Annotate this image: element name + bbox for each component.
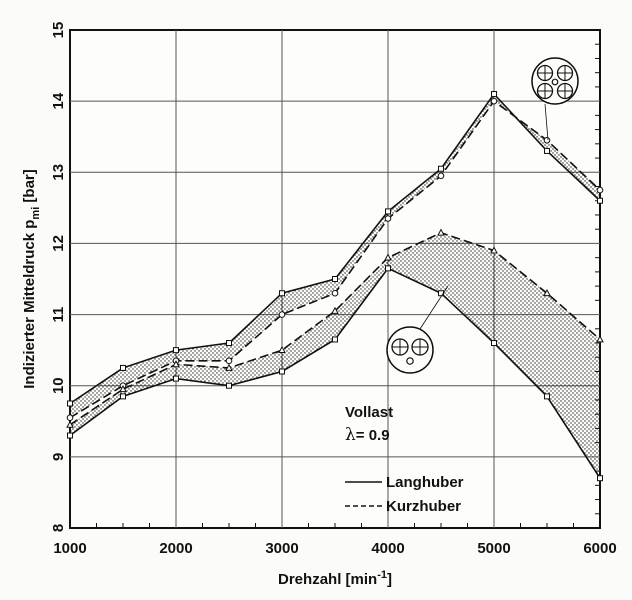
data-point [279,368,285,375]
data-point [225,363,233,371]
series [66,91,604,482]
annotation-vollast: Vollast [345,404,393,421]
data-point [173,347,179,354]
data-point [437,228,445,236]
y-tick-label: 11 [50,307,67,323]
data-point [385,208,391,215]
data-point [225,357,233,365]
data-point [597,197,603,204]
data-point [438,290,444,297]
legend-label-kurzhuber: Kurzhuber [386,498,461,515]
data-point [172,360,180,368]
data-point [67,400,73,407]
x-tick-label: 2000 [159,540,192,557]
four-valve-icon [531,57,579,141]
x-axis-label: Drehzahl [min-1] [278,569,392,588]
data-point [596,186,604,194]
data-point [331,289,339,297]
legend: Langhuber Kurzhuber [345,474,464,515]
band-two-valve [70,232,600,479]
data-point [278,345,286,354]
data-point [119,385,127,393]
y-tick-label: 13 [50,164,67,181]
data-point [385,265,391,272]
data-point [66,420,74,428]
data-point [491,91,497,98]
legend-label-langhuber: Langhuber [386,474,464,491]
y-tick-label: 14 [50,92,67,109]
series-line-two-valve-upper [69,231,601,426]
y-tick-label: 9 [50,453,67,461]
data-point [597,475,603,482]
data-point [67,432,73,439]
data-point [332,276,338,282]
x-tick-label: 5000 [477,540,510,557]
data-point [278,311,286,318]
y-tick-label: 8 [50,524,67,532]
data-point [226,382,232,389]
data-point [332,336,338,343]
x-tick-label: 4000 [371,540,404,557]
x-tick-label: 6000 [583,540,616,557]
y-axis-label: Indizierter Mitteldruck pmi [bar] [21,169,42,389]
data-point [544,393,550,400]
y-tick-label: 12 [50,235,67,252]
data-point [543,288,551,297]
data-point [543,136,551,144]
two-valve-icon [386,285,449,374]
data-point [596,335,604,343]
data-point [490,246,498,254]
data-point [384,253,392,261]
data-point [331,306,339,314]
data-point [173,375,179,382]
data-point [490,97,498,105]
x-tick-label: 1000 [53,540,86,557]
data-point [438,165,444,172]
y-tick-label: 15 [50,22,67,39]
data-point [491,340,497,347]
annotation-lambda: λ= 0.9 [345,425,390,445]
data-point [544,147,550,154]
data-point [120,364,126,371]
data-point [66,414,74,422]
data-point [279,290,285,297]
data-point [384,215,392,222]
tick-labels: 1000 2000 3000 4000 5000 6000 8 9 10 11 12 13 14 15 [50,22,617,557]
data-point [120,393,126,400]
x-tick-label: 3000 [265,540,298,557]
data-point [226,340,232,347]
y-tick-label: 10 [50,377,67,394]
data-point [437,172,445,180]
